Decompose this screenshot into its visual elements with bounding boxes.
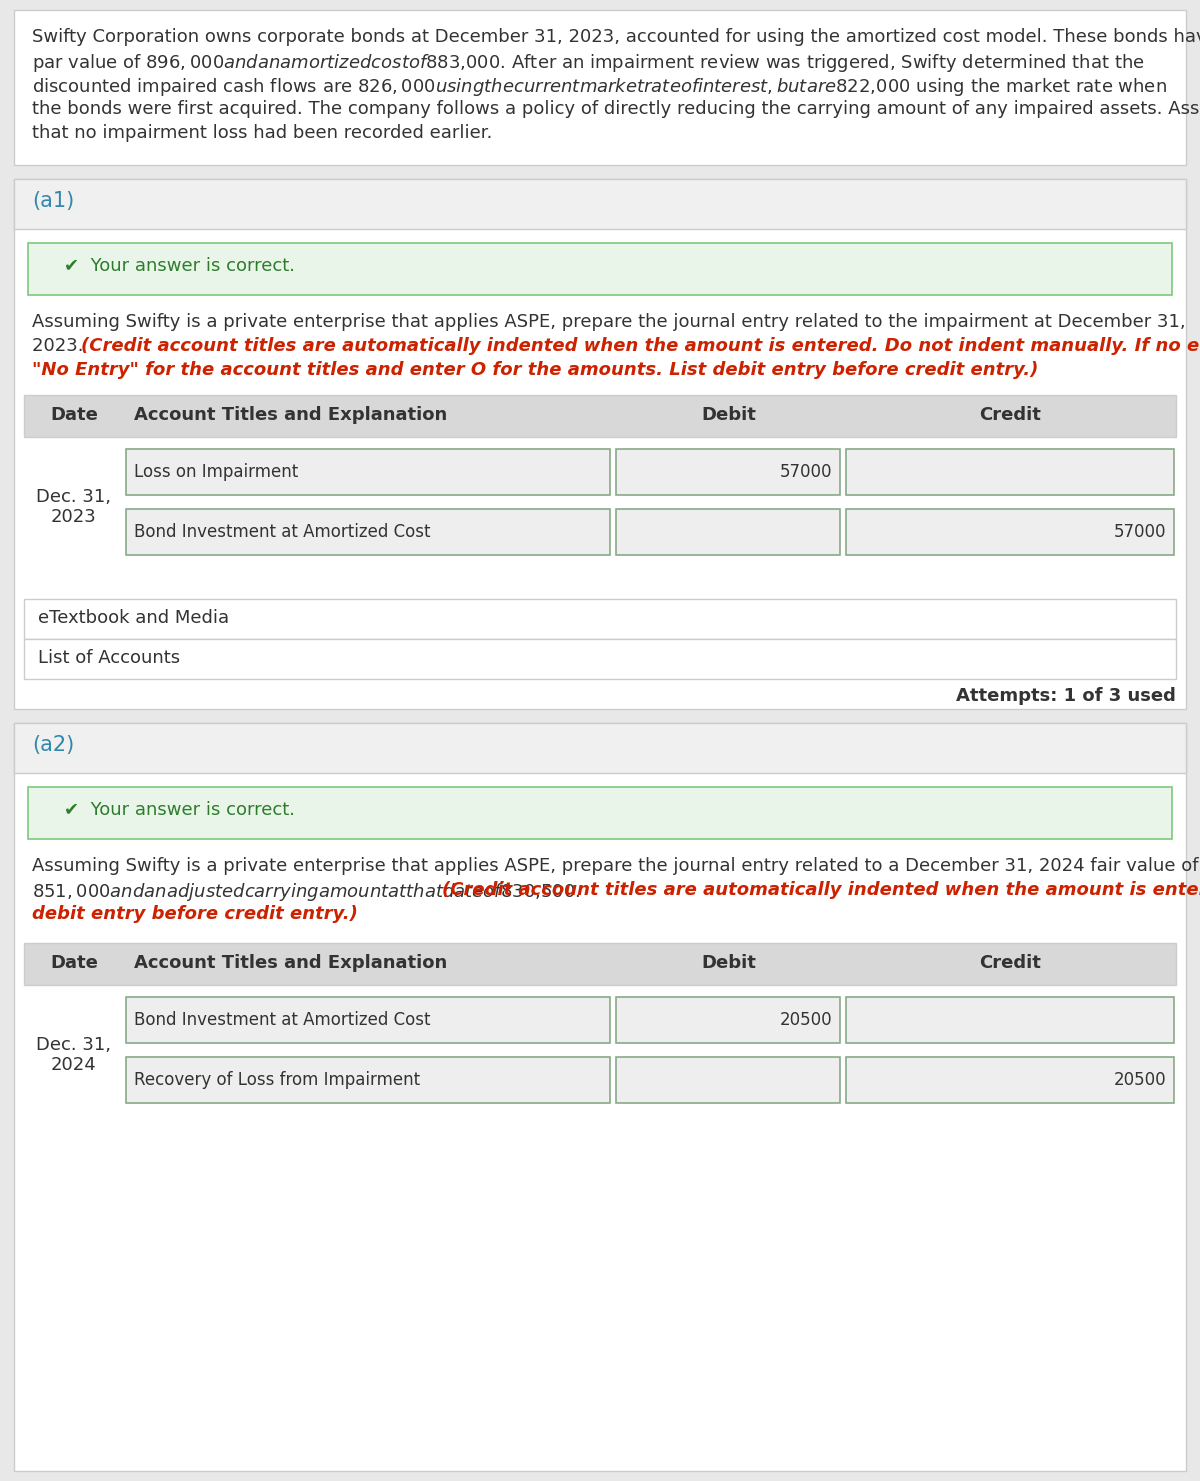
Text: eTextbook and Media: eTextbook and Media: [38, 609, 229, 626]
Text: Date: Date: [50, 406, 98, 424]
Text: (Credit account titles are automatically indented when the amount is entered. Do: (Credit account titles are automatically…: [442, 881, 1200, 899]
FancyBboxPatch shape: [14, 723, 1186, 1471]
Text: (Credit account titles are automatically indented when the amount is entered. Do: (Credit account titles are automatically…: [82, 338, 1200, 355]
Text: Dec. 31,
2024: Dec. 31, 2024: [36, 1035, 112, 1074]
FancyBboxPatch shape: [28, 243, 1172, 295]
Text: Bond Investment at Amortized Cost: Bond Investment at Amortized Cost: [134, 1012, 431, 1029]
Text: Debit: Debit: [702, 406, 756, 424]
Text: "No Entry" for the account titles and enter O for the amounts. List debit entry : "No Entry" for the account titles and en…: [32, 361, 1038, 379]
Text: Credit: Credit: [979, 954, 1040, 972]
FancyBboxPatch shape: [14, 10, 1186, 164]
FancyBboxPatch shape: [126, 997, 610, 1043]
FancyBboxPatch shape: [24, 943, 1176, 985]
Text: that no impairment loss had been recorded earlier.: that no impairment loss had been recorde…: [32, 124, 492, 142]
Text: Debit: Debit: [702, 954, 756, 972]
FancyBboxPatch shape: [846, 449, 1174, 495]
Text: Assuming Swifty is a private enterprise that applies ASPE, prepare the journal e: Assuming Swifty is a private enterprise …: [32, 857, 1199, 875]
Text: 57000: 57000: [780, 464, 832, 481]
Text: List of Accounts: List of Accounts: [38, 649, 180, 666]
FancyBboxPatch shape: [616, 449, 840, 495]
FancyBboxPatch shape: [24, 395, 1176, 437]
Text: debit entry before credit entry.): debit entry before credit entry.): [32, 905, 358, 923]
FancyBboxPatch shape: [126, 509, 610, 555]
FancyBboxPatch shape: [846, 997, 1174, 1043]
Text: 20500: 20500: [779, 1012, 832, 1029]
Text: Assuming Swifty is a private enterprise that applies ASPE, prepare the journal e: Assuming Swifty is a private enterprise …: [32, 312, 1186, 330]
Text: Recovery of Loss from Impairment: Recovery of Loss from Impairment: [134, 1071, 420, 1089]
Text: ✔  Your answer is correct.: ✔ Your answer is correct.: [64, 801, 295, 819]
Text: Attempts: 1 of 3 used: Attempts: 1 of 3 used: [956, 687, 1176, 705]
FancyBboxPatch shape: [616, 509, 840, 555]
Text: Account Titles and Explanation: Account Titles and Explanation: [134, 954, 448, 972]
FancyBboxPatch shape: [14, 179, 1186, 230]
Text: Dec. 31,
2023: Dec. 31, 2023: [36, 487, 112, 526]
FancyBboxPatch shape: [24, 598, 1176, 638]
FancyBboxPatch shape: [24, 638, 1176, 678]
Text: Loss on Impairment: Loss on Impairment: [134, 464, 299, 481]
Text: 57000: 57000: [1114, 523, 1166, 541]
FancyBboxPatch shape: [616, 1057, 840, 1103]
Text: Credit: Credit: [979, 406, 1040, 424]
Text: (a1): (a1): [32, 191, 74, 210]
Text: ✔  Your answer is correct.: ✔ Your answer is correct.: [64, 258, 295, 275]
Text: discounted impaired cash flows are $826,000 using the current market rate of int: discounted impaired cash flows are $826,…: [32, 76, 1166, 98]
Text: Swifty Corporation owns corporate bonds at December 31, 2023, accounted for usin: Swifty Corporation owns corporate bonds …: [32, 28, 1200, 46]
Text: 20500: 20500: [1114, 1071, 1166, 1089]
Text: $851,000 and an adjusted carrying amount at that date of $830,500.: $851,000 and an adjusted carrying amount…: [32, 881, 582, 903]
Text: the bonds were first acquired. The company follows a policy of directly reducing: the bonds were first acquired. The compa…: [32, 101, 1200, 118]
Text: Bond Investment at Amortized Cost: Bond Investment at Amortized Cost: [134, 523, 431, 541]
Text: Account Titles and Explanation: Account Titles and Explanation: [134, 406, 448, 424]
Text: par value of $896,000 and an amortized cost of $883,000. After an impairment rev: par value of $896,000 and an amortized c…: [32, 52, 1145, 74]
Text: 2023.: 2023.: [32, 338, 89, 355]
FancyBboxPatch shape: [126, 1057, 610, 1103]
FancyBboxPatch shape: [846, 1057, 1174, 1103]
FancyBboxPatch shape: [846, 509, 1174, 555]
Text: (a2): (a2): [32, 735, 74, 755]
Text: Date: Date: [50, 954, 98, 972]
FancyBboxPatch shape: [616, 997, 840, 1043]
FancyBboxPatch shape: [14, 723, 1186, 773]
FancyBboxPatch shape: [14, 179, 1186, 709]
FancyBboxPatch shape: [28, 786, 1172, 840]
FancyBboxPatch shape: [126, 449, 610, 495]
